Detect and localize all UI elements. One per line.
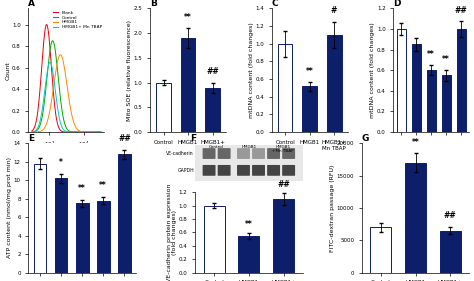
Text: -: -	[401, 160, 402, 164]
Text: F: F	[190, 134, 196, 143]
Bar	[238, 236, 259, 273]
Bar	[34, 164, 46, 273]
Text: #: #	[331, 6, 337, 15]
Text: ##: ##	[277, 180, 290, 189]
FancyBboxPatch shape	[237, 165, 250, 176]
Text: 0: 0	[400, 145, 403, 149]
Y-axis label: Count: Count	[6, 61, 10, 80]
FancyBboxPatch shape	[252, 148, 265, 159]
Text: **: **	[428, 50, 435, 59]
Text: Control: Control	[209, 144, 224, 149]
Bar	[397, 29, 406, 132]
Bar	[370, 227, 391, 273]
Text: ##: ##	[455, 6, 467, 15]
FancyBboxPatch shape	[202, 148, 216, 159]
FancyBboxPatch shape	[267, 148, 280, 159]
Bar	[204, 206, 225, 273]
FancyBboxPatch shape	[218, 165, 230, 176]
FancyBboxPatch shape	[252, 165, 265, 176]
Bar	[205, 88, 220, 132]
Text: ##: ##	[118, 134, 131, 143]
Text: VE-cadherin: VE-cadherin	[166, 151, 194, 156]
Y-axis label: VE-cadherin protein expression
(fold changes): VE-cadherin protein expression (fold cha…	[166, 183, 177, 281]
Bar	[440, 230, 461, 273]
Legend: Blank, Control, HMGB1, HMGB1+ Mn TBAP: Blank, Control, HMGB1, HMGB1+ Mn TBAP	[53, 11, 102, 29]
Bar	[442, 75, 451, 132]
Bar	[302, 86, 317, 132]
Text: 1: 1	[445, 145, 447, 149]
Text: *: *	[59, 158, 63, 167]
Text: -: -	[416, 160, 417, 164]
Text: -: -	[446, 160, 447, 164]
Bar	[181, 38, 195, 132]
Text: C: C	[272, 0, 278, 8]
Bar	[412, 44, 421, 132]
Y-axis label: mtDNA content (fold changes): mtDNA content (fold changes)	[371, 22, 375, 118]
Text: A: A	[28, 0, 36, 8]
Bar	[405, 163, 426, 273]
FancyBboxPatch shape	[282, 148, 295, 159]
Text: ##: ##	[206, 67, 219, 76]
Y-axis label: Mito SOE (relative fluorescence): Mito SOE (relative fluorescence)	[127, 20, 132, 121]
Text: 0.01: 0.01	[411, 145, 421, 149]
Text: HMGB1 (μg/ml): HMGB1 (μg/ml)	[394, 149, 428, 153]
Text: 0.1: 0.1	[457, 145, 465, 149]
Bar	[278, 44, 292, 132]
Text: **: **	[184, 13, 192, 22]
FancyBboxPatch shape	[267, 165, 280, 176]
Bar	[427, 70, 436, 132]
Bar	[273, 199, 294, 273]
Text: Mn TBAP (100 μM): Mn TBAP (100 μM)	[394, 164, 434, 168]
Text: **: **	[245, 220, 253, 229]
Text: **: **	[306, 67, 313, 76]
Text: G: G	[362, 133, 369, 142]
Text: **: **	[411, 137, 419, 147]
X-axis label: Fluorescence: Fluorescence	[46, 150, 87, 155]
FancyBboxPatch shape	[218, 148, 230, 159]
Text: 0.1: 0.1	[428, 145, 435, 149]
Bar	[456, 29, 465, 132]
FancyBboxPatch shape	[282, 165, 295, 176]
Bar	[97, 201, 109, 273]
Text: -: -	[430, 160, 432, 164]
Text: **: **	[100, 182, 107, 191]
Text: ##: ##	[444, 211, 456, 220]
Bar	[118, 154, 131, 273]
Bar	[156, 83, 171, 132]
Text: HMGB1
+Mn TBAP: HMGB1 +Mn TBAP	[273, 144, 294, 153]
Y-axis label: mtDNA content (fold changes): mtDNA content (fold changes)	[249, 22, 254, 118]
Text: D: D	[393, 0, 401, 8]
FancyBboxPatch shape	[202, 165, 216, 176]
Bar	[55, 178, 67, 273]
Y-axis label: FITC-dextran passage (RFU): FITC-dextran passage (RFU)	[330, 164, 335, 251]
Text: **: **	[78, 184, 86, 193]
Text: E: E	[28, 133, 35, 142]
Y-axis label: ATP content (nmol/mg prot min): ATP content (nmol/mg prot min)	[8, 157, 12, 259]
Text: HMGB1: HMGB1	[241, 144, 256, 149]
Text: +: +	[459, 160, 463, 164]
Text: B: B	[150, 0, 157, 8]
Bar	[76, 203, 89, 273]
Text: **: **	[442, 55, 450, 64]
Bar	[327, 35, 342, 132]
FancyBboxPatch shape	[237, 148, 250, 159]
Text: GAPDH: GAPDH	[177, 168, 194, 173]
